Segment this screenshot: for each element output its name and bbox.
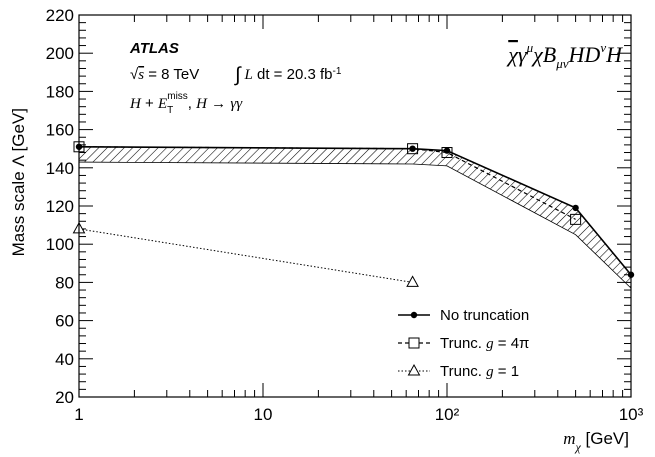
hatched-band: [79, 146, 631, 289]
y-tick-label: 160: [46, 121, 74, 140]
operator-label: χγμχBμνHDνH: [506, 40, 623, 71]
series-0: [75, 143, 635, 278]
channel-label: H + ETmiss, H → γγ: [129, 91, 243, 116]
x-tick-label: 10²: [435, 405, 460, 424]
y-axis-label: Mass scale Λ [GeV]: [9, 108, 28, 256]
x-tick-label: 10³: [619, 405, 644, 424]
lumi-label: ∫ L dt = 20.3 fb-1: [234, 64, 342, 86]
y-tick-label: 220: [46, 6, 74, 25]
legend: No truncation Trunc. g = 4π Trunc. g = 1: [398, 307, 529, 380]
legend-label: No truncation: [440, 307, 529, 324]
data-series: [72, 141, 635, 287]
data-point: [406, 275, 419, 287]
y-tick-label: 60: [55, 312, 74, 331]
series-line: [78, 146, 576, 220]
y-tick-label: 120: [46, 197, 74, 216]
y-tick-label: 80: [55, 273, 74, 292]
excluded-region-band: [78, 146, 632, 289]
data-point: [572, 204, 579, 212]
legend-entry-no-truncation: No truncation: [398, 307, 529, 324]
series-2: [72, 221, 419, 287]
y-tick-label: 200: [46, 44, 74, 63]
x-axis-label: mχ [GeV]: [563, 429, 629, 454]
data-point: [407, 143, 419, 155]
legend-label: Trunc. g = 4π: [440, 335, 529, 352]
x-tick-label: 1: [74, 405, 83, 424]
y-tick-label: 180: [46, 82, 74, 101]
legend-label: Trunc. g = 1: [440, 363, 519, 380]
x-tick-label: 10: [254, 405, 273, 424]
y-tick-label: 100: [46, 235, 74, 254]
series-line: [78, 228, 413, 283]
data-point: [570, 213, 582, 225]
x-tick-labels: 1 10 10² 10³: [74, 405, 643, 424]
legend-entry-trunc-1: Trunc. g = 1: [398, 363, 519, 380]
atlas-label: ATLAS: [129, 40, 179, 57]
data-point: [441, 147, 453, 159]
y-tick-label: 20: [55, 388, 74, 407]
band-lower-edge: [78, 161, 632, 289]
y-tick-label: 140: [46, 159, 74, 178]
plot-frame: [78, 14, 632, 398]
energy-label: √s = 8 TeV: [130, 66, 199, 83]
data-point: [409, 145, 416, 152]
legend-entry-trunc-4pi: Trunc. g = 4π: [398, 335, 529, 352]
y-tick-label: 40: [55, 350, 74, 369]
y-tick-labels: 20 40 60 80 100 120 140 160 180 200 220: [46, 6, 74, 407]
